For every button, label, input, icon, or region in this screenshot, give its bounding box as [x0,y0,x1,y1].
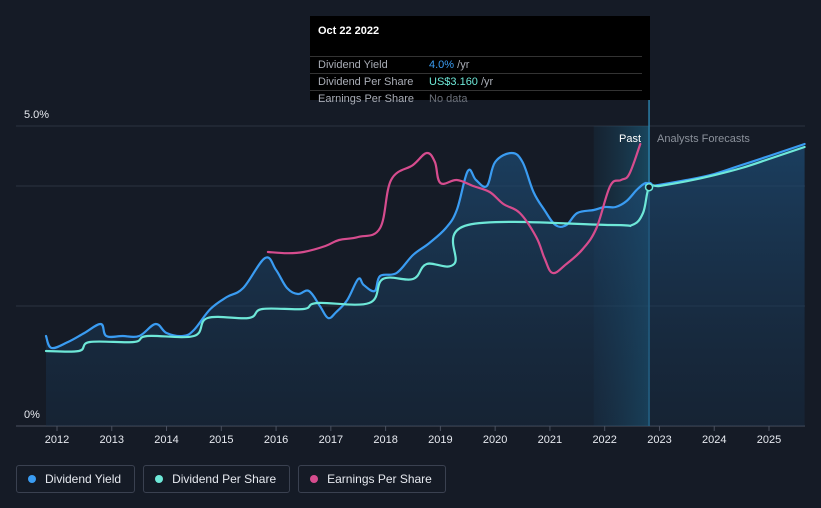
x-tick-label: 2023 [647,434,671,446]
legend-dividend-per-share[interactable]: Dividend Per Share [143,465,291,493]
tooltip-label: Earnings Per Share [318,93,414,105]
forecast-region-label: Analysts Forecasts [657,133,750,145]
present-value-marker [644,182,654,192]
tooltip-value: 4.0% /yr [429,59,470,71]
legend-label: Dividend Per Share [172,472,277,486]
past-region-label: Past [619,133,641,145]
tooltip-row-dividend-per-share: Dividend Per Share US$3.160 /yr [310,73,642,91]
y-axis-top-label: 5.0% [24,109,49,121]
x-tick-label: 2019 [428,434,452,446]
tooltip-label: Dividend Per Share [318,76,414,88]
x-tick-label: 2014 [154,434,178,446]
chart-legend: Dividend Yield Dividend Per Share Earnin… [16,465,446,493]
legend-label: Dividend Yield [45,472,122,486]
x-tick-label: 2020 [483,434,507,446]
x-tick-label: 2013 [100,434,124,446]
dividend-yield-area [46,144,805,426]
y-axis-bottom-label: 0% [24,409,40,421]
x-tick-label: 2016 [264,434,288,446]
x-axis-ticks: 2012 2013 2014 2015 2016 2017 2018 2019 2020 2021… [45,426,781,446]
tooltip-date: Oct 22 2022 [318,25,380,37]
tooltip-label: Dividend Yield [318,59,388,71]
legend-dot-icon [155,475,164,483]
tooltip-row-earnings-per-share: Earnings Per Share No data [310,90,642,108]
x-tick-label: 2024 [702,434,726,446]
chart-labels: 5.0% 0% Past Analysts Forecasts [24,109,750,421]
x-tick-label: 2012 [45,434,69,446]
x-tick-label: 2021 [538,434,562,446]
x-tick-label: 2015 [209,434,233,446]
legend-dividend-yield[interactable]: Dividend Yield [16,465,136,493]
x-tick-label: 2025 [757,434,781,446]
tooltip-value: US$3.160 /yr [429,76,494,88]
hover-tooltip: Oct 22 2022 Dividend Yield 4.0% /yr Divi… [310,16,650,105]
legend-label: Earnings Per Share [327,472,432,486]
x-tick-label: 2017 [319,434,343,446]
legend-earnings-per-share[interactable]: Earnings Per Share [298,465,446,493]
legend-dot-icon [310,475,319,483]
x-tick-label: 2022 [592,434,616,446]
tooltip-value: No data [429,93,468,105]
series-lines [44,142,806,426]
x-tick-label: 2018 [373,434,397,446]
tooltip-row-dividend-yield: Dividend Yield 4.0% /yr [310,56,642,74]
legend-dot-icon [28,475,36,483]
dividend-per-share-line [44,145,806,353]
